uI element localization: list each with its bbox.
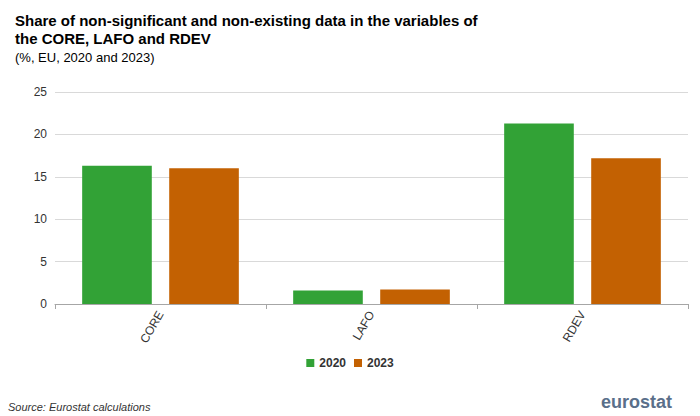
svg-text:15: 15: [34, 170, 48, 184]
svg-text:0: 0: [40, 297, 47, 311]
svg-text:20: 20: [34, 127, 48, 141]
svg-text:Source: Eurostat calculations: Source: Eurostat calculations: [8, 401, 151, 413]
svg-text:5: 5: [40, 255, 47, 269]
svg-text:CORE: CORE: [137, 308, 166, 345]
svg-text:RDEV: RDEV: [560, 308, 589, 344]
svg-text:Share of non-significant and n: Share of non-significant and non-existin…: [15, 12, 482, 29]
svg-text:eurostat: eurostat: [601, 392, 672, 412]
svg-text:25: 25: [34, 85, 48, 99]
svg-text:(%, EU, 2020 and 2023): (%, EU, 2020 and 2023): [15, 50, 154, 65]
svg-text:the CORE, LAFO and RDEV: the CORE, LAFO and RDEV: [15, 30, 211, 47]
svg-text:10: 10: [34, 212, 48, 226]
svg-text:2023: 2023: [367, 356, 394, 370]
svg-text:2020: 2020: [319, 356, 346, 370]
svg-text:LAFO: LAFO: [350, 308, 378, 342]
